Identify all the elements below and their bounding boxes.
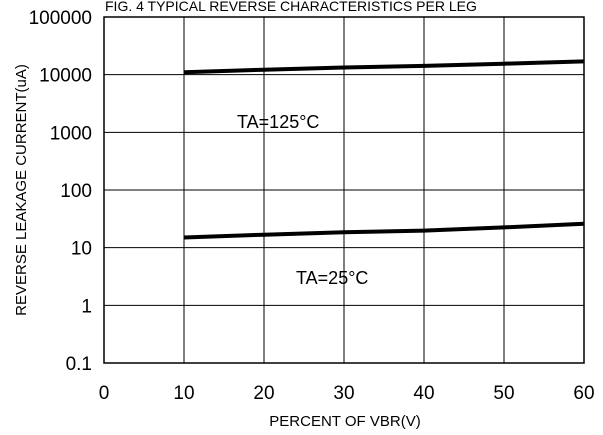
y-axis-label: REVERSE LEAKAGE CURRENT(uA) bbox=[13, 64, 30, 316]
y-tick-labels: 0.1 1 10 100 1000 10000 100000 bbox=[29, 8, 92, 375]
x-tick-label-1: 10 bbox=[173, 383, 194, 404]
x-tick-label-3: 30 bbox=[333, 383, 354, 404]
annotation-ta-125: TA=125°C bbox=[237, 112, 319, 132]
x-tick-label-6: 60 bbox=[573, 383, 594, 404]
series-layer bbox=[183, 59, 585, 240]
series-line-0 bbox=[183, 59, 585, 75]
plot-frame bbox=[103, 16, 585, 364]
x-tick-label-5: 50 bbox=[493, 383, 514, 404]
x-tick-labels: 0 10 20 30 40 50 60 bbox=[99, 383, 595, 404]
y-tick-label-2: 10 bbox=[71, 239, 92, 260]
y-tick-label-5: 10000 bbox=[39, 66, 92, 87]
y-tick-label-4: 1000 bbox=[50, 123, 92, 144]
x-tick-label-4: 40 bbox=[413, 383, 434, 404]
y-tick-label-6: 100000 bbox=[29, 8, 92, 29]
y-tick-label-1: 1 bbox=[81, 296, 92, 317]
x-tick-label-2: 20 bbox=[253, 383, 274, 404]
annotation-ta-25: TA=25°C bbox=[296, 268, 368, 288]
chart-title: FIG. 4 TYPICAL REVERSE CHARACTERISTICS P… bbox=[105, 0, 477, 14]
series-line-1 bbox=[183, 221, 585, 240]
y-tick-label-0: 0.1 bbox=[66, 354, 92, 375]
x-axis-label: PERCENT OF VBR(V) bbox=[269, 413, 420, 430]
x-tick-label-0: 0 bbox=[99, 383, 110, 404]
y-tick-label-3: 100 bbox=[60, 181, 92, 202]
